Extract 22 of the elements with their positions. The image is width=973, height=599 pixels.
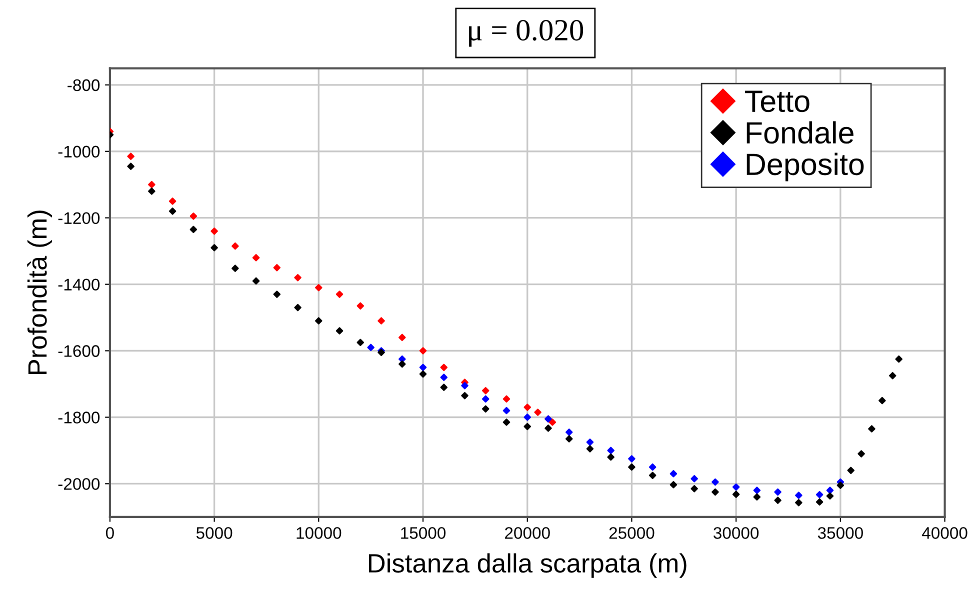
y-tick-label: -1000 [58,146,100,158]
x-tick-label: 5000 [196,527,232,539]
x-tick-label: 35000 [818,527,863,539]
y-tick-label: -2000 [58,478,100,490]
legend-label: Fondale [746,121,854,144]
y-tick-label: -1400 [58,278,100,291]
x-tick-label: 30000 [714,527,759,539]
x-tick-label: 40000 [922,527,968,539]
x-tick-label: 15000 [401,527,446,539]
x-tick-label: 25000 [609,527,654,539]
x-axis-title: Distanza dalla scarpata (m) [368,553,686,578]
y-tick-label: -1800 [58,412,100,424]
y-axis-title: Profondità (m) [27,210,52,374]
x-tick-label: 10000 [296,527,342,539]
y-tick-label: -1600 [58,345,100,357]
legend-label: Deposito [746,152,864,182]
x-tick-label: 0 [106,527,114,539]
x-tick-label: 20000 [505,527,550,539]
y-tick-label: -800 [68,79,100,92]
legend-label: Tetto [745,90,810,112]
y-tick-label: -1200 [58,212,100,224]
chart-title: μ = 0.020 [469,20,584,47]
